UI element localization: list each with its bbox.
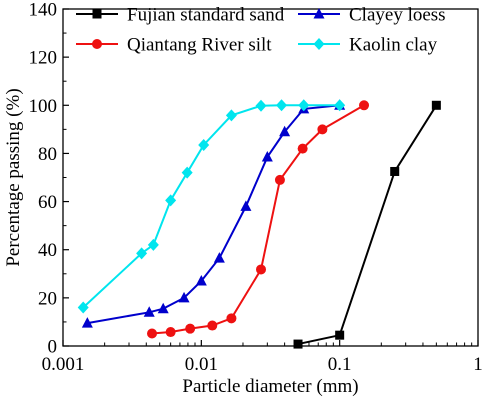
data-point-fujian-standard-sand [431,100,441,110]
series-line-fujian-standard-sand [297,104,438,346]
data-point-clayey-loess [143,306,155,317]
series-kaolin-clay [77,99,346,314]
legend-label: Clayey loess [349,5,446,26]
data-point-fujian-standard-sand [293,339,303,349]
series-line-kaolin-clay [82,104,340,309]
x-axis-title: Particle diameter (mm) [182,376,358,397]
data-point-kaolin-clay [334,99,346,112]
data-point-clayey-loess [157,302,169,314]
data-point-qiantang-river-silt [147,328,158,339]
y-tick-label: 20 [38,288,57,309]
data-point-kaolin-clay [181,166,193,179]
series-line-clayey-loess [87,104,340,325]
data-point-clayey-loess [261,151,273,162]
series-fujian-standard-sand [293,100,441,349]
data-point-clayey-loess [213,252,225,263]
y-tick-label: 80 [38,144,57,165]
data-point-qiantang-river-silt [359,100,370,111]
legend-label: Qiantang River silt [127,35,272,56]
x-tick-label: 0.01 [185,354,218,375]
legend-marker [313,8,325,19]
data-point-qiantang-river-silt [207,320,218,331]
data-point-kaolin-clay [198,139,210,152]
data-point-qiantang-river-silt [274,174,285,185]
data-point-clayey-loess [279,125,291,137]
data-point-clayey-loess [195,275,207,286]
legend-label: Kaolin clay [349,35,438,56]
legend-marker [92,9,102,19]
x-tick-label: 1 [473,354,483,375]
data-point-clayey-loess [178,291,190,303]
plot-frame [62,8,479,347]
series-qiantang-river-silt [147,100,370,339]
data-point-fujian-standard-sand [390,166,400,176]
x-tick-label: 0.1 [328,354,352,375]
data-point-qiantang-river-silt [165,327,176,338]
data-point-kaolin-clay [165,194,177,207]
data-point-clayey-loess [240,200,252,211]
legend-item-fujian-standard-sand: Fujian standard sand [76,5,285,26]
x-tick-label: 0.001 [42,354,85,375]
y-tick-label: 40 [38,240,57,261]
legend-marker [92,39,102,49]
y-tick-label: 60 [38,192,57,213]
data-point-kaolin-clay [255,99,267,112]
series-clayey-loess [81,99,346,328]
legend-item-kaolin-clay: Kaolin clay [298,35,438,56]
legend-marker [313,38,325,50]
data-point-qiantang-river-silt [185,323,196,334]
y-tick-label: 120 [29,48,58,69]
data-point-qiantang-river-silt [297,143,308,154]
data-point-clayey-loess [81,317,93,328]
data-point-qiantang-river-silt [317,124,328,135]
legend: Fujian standard sand Clayey loess Qiantang… [76,5,446,56]
series-line-qiantang-river-silt [151,104,365,335]
legend-item-qiantang-river-silt: Qiantang River silt [76,35,272,56]
data-point-kaolin-clay [298,99,310,112]
y-axis-title: Percentage passing (%) [3,88,24,266]
data-point-kaolin-clay [276,99,288,112]
data-point-qiantang-river-silt [226,313,237,324]
legend-item-clayey-loess: Clayey loess [298,5,446,26]
y-tick-label: 100 [29,96,58,117]
y-tick-label: 0 [48,337,58,358]
data-point-qiantang-river-silt [256,264,267,275]
y-tick-label: 140 [29,0,58,21]
data-point-fujian-standard-sand [335,330,345,340]
data-point-kaolin-clay [136,247,148,260]
legend-label: Fujian standard sand [127,5,285,26]
data-point-kaolin-clay [147,238,159,251]
data-point-kaolin-clay [225,109,237,122]
data-point-kaolin-clay [77,301,89,314]
